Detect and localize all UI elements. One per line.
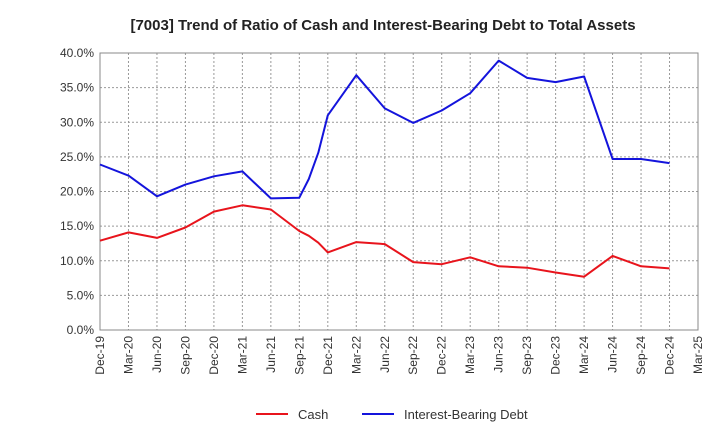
x-tick-label: Sep-24 bbox=[634, 336, 648, 375]
x-tick-label: Jun-23 bbox=[492, 336, 506, 373]
x-tick-label: Sep-23 bbox=[520, 336, 534, 375]
y-tick-label: 35.0% bbox=[60, 81, 94, 95]
x-tick-label: Dec-20 bbox=[207, 336, 221, 375]
series bbox=[99, 59, 670, 278]
y-axis-ticks: 0.0% 5.0% 10.0% 15.0% 20.0% 25.0% 30.0% 35.0% 40… bbox=[60, 46, 94, 337]
y-tick-label: 5.0% bbox=[67, 288, 95, 302]
y-tick-label: 0.0% bbox=[67, 323, 95, 337]
x-tick-label: Mar-21 bbox=[235, 336, 249, 374]
x-tick-label: Mar-23 bbox=[463, 336, 477, 374]
x-tick-label: Dec-23 bbox=[549, 336, 563, 375]
series-line bbox=[99, 204, 670, 278]
x-tick-label: Dec-21 bbox=[321, 336, 335, 375]
x-tick-label: Sep-21 bbox=[292, 336, 306, 375]
x-tick-label: Dec-22 bbox=[435, 336, 449, 375]
x-tick-label: Mar-25 bbox=[691, 336, 705, 374]
chart-title: [7003] Trend of Ratio of Cash and Intere… bbox=[130, 17, 635, 34]
y-tick-label: 25.0% bbox=[60, 150, 94, 164]
series-line bbox=[99, 59, 670, 200]
x-tick-label: Jun-20 bbox=[150, 336, 164, 373]
x-tick-label: Sep-20 bbox=[178, 336, 192, 375]
x-tick-label: Sep-22 bbox=[406, 336, 420, 375]
y-tick-label: 15.0% bbox=[60, 219, 94, 233]
legend-label: Interest-Bearing Debt bbox=[404, 407, 528, 422]
x-axis-ticks: Dec-19 Mar-20 Jun-20 Sep-20 Dec-20 Mar-21 Jun-… bbox=[93, 336, 705, 375]
y-tick-label: 30.0% bbox=[60, 115, 94, 129]
x-tick-label: Dec-19 bbox=[93, 336, 107, 375]
x-tick-label: Jun-24 bbox=[606, 336, 620, 373]
x-tick-label: Mar-20 bbox=[121, 336, 135, 374]
legend-label: Cash bbox=[298, 407, 328, 422]
plot-area-frame bbox=[99, 52, 699, 331]
x-tick-label: Jun-22 bbox=[378, 336, 392, 373]
legend: Cash Interest-Bearing Debt bbox=[256, 407, 528, 422]
y-tick-label: 40.0% bbox=[60, 46, 94, 60]
grid bbox=[99, 52, 699, 331]
x-tick-label: Jun-21 bbox=[264, 336, 278, 373]
x-tick-label: Mar-24 bbox=[577, 336, 591, 374]
y-tick-label: 10.0% bbox=[60, 254, 94, 268]
x-tick-label: Mar-22 bbox=[349, 336, 363, 374]
x-tick-label: Dec-24 bbox=[663, 336, 677, 375]
y-tick-label: 20.0% bbox=[60, 185, 94, 199]
